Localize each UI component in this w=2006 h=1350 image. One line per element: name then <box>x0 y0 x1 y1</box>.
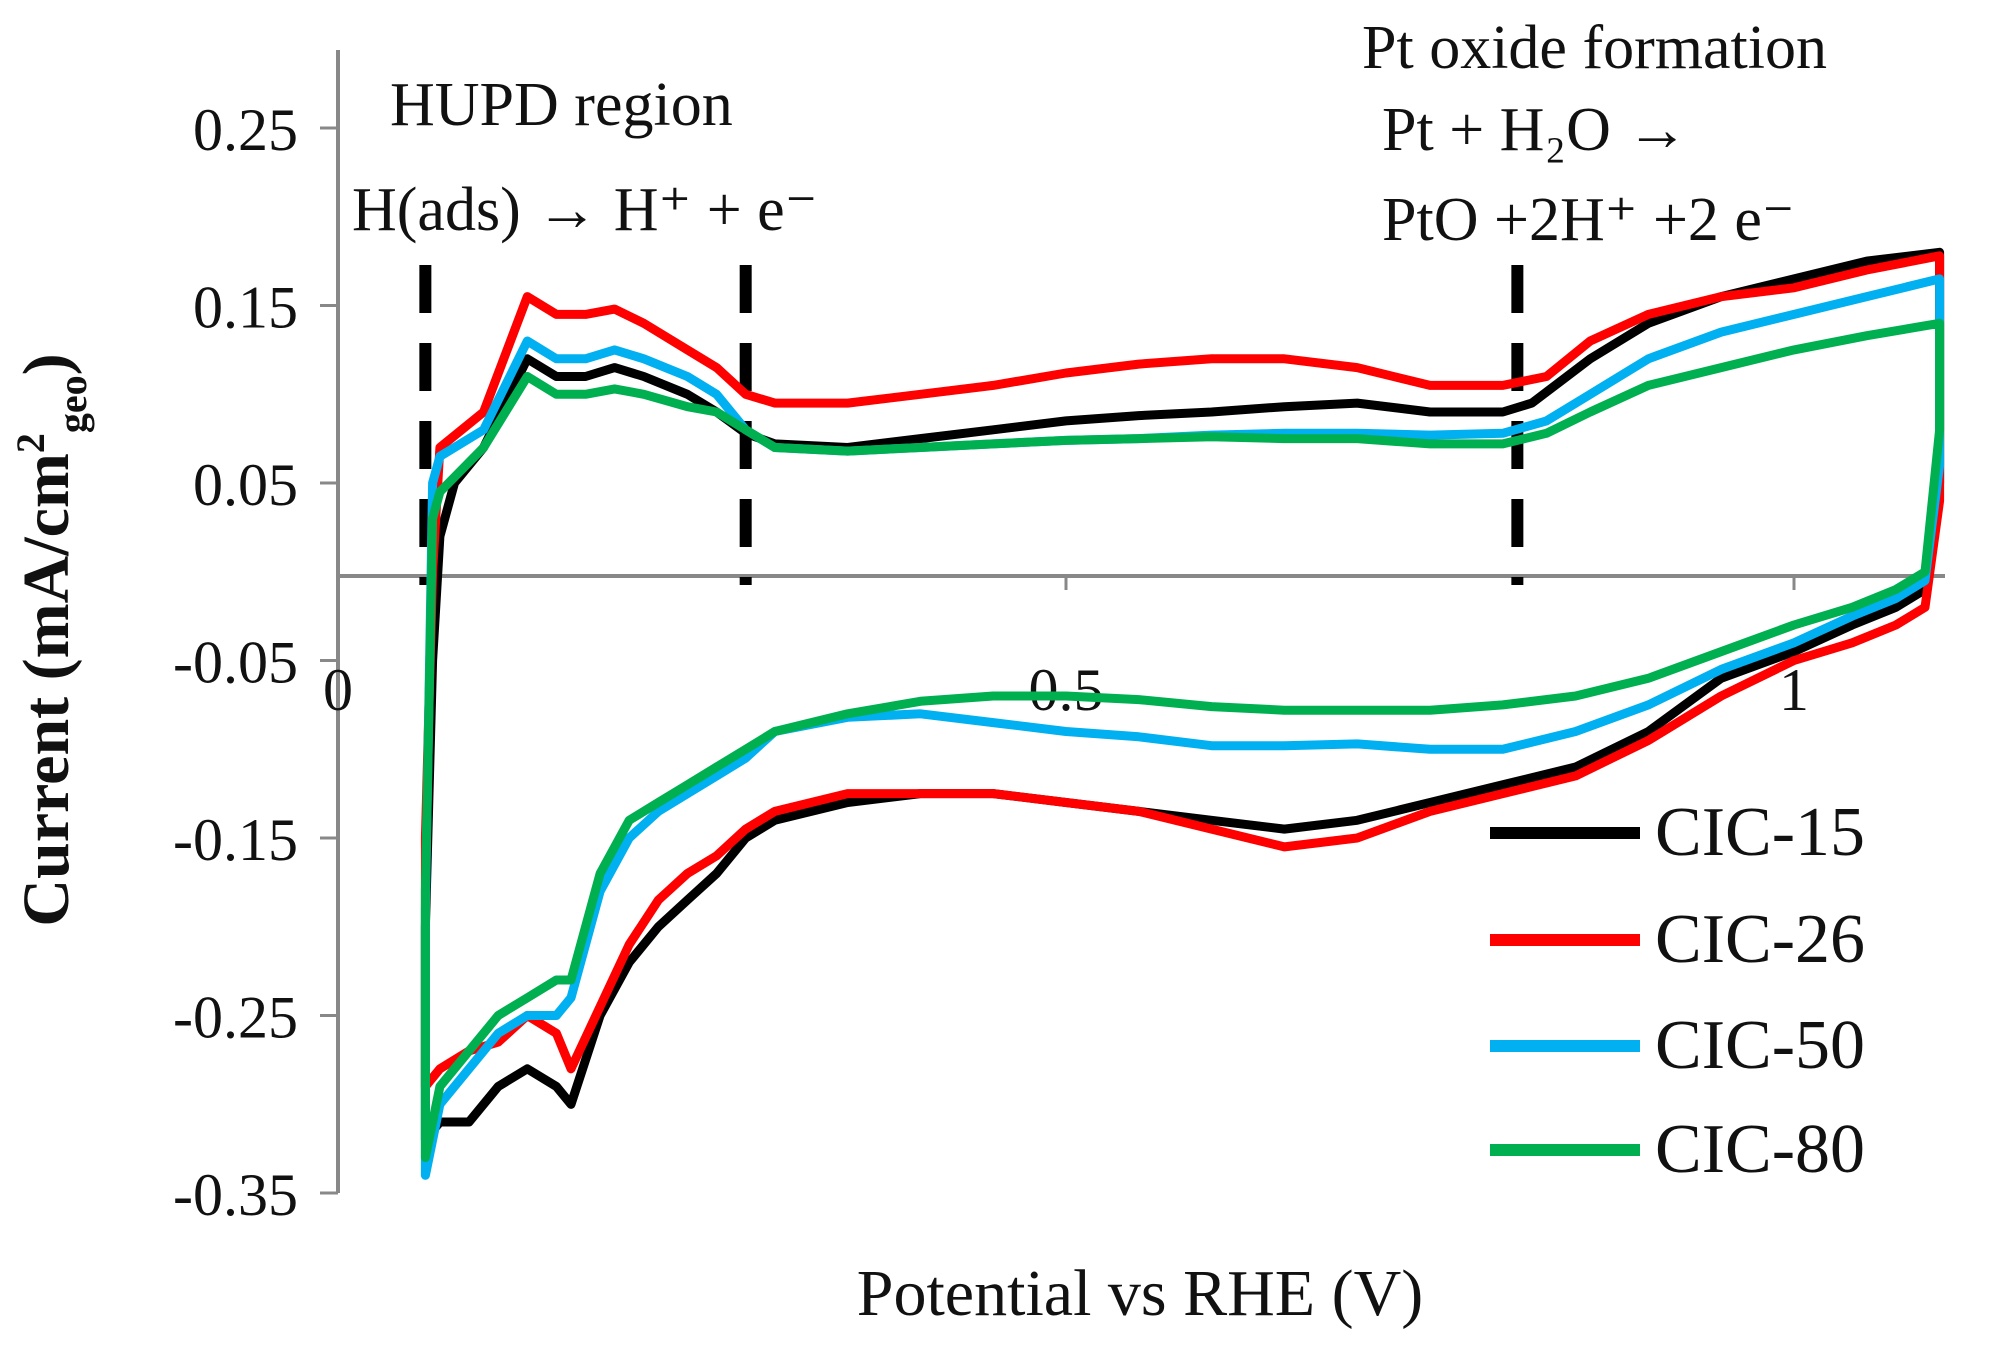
legend-label-cic-80: CIC-80 <box>1655 1111 1865 1188</box>
y-tick-label: 0.25 <box>193 97 298 163</box>
legend-label-cic-15: CIC-15 <box>1655 794 1865 871</box>
y-tick-label: -0.15 <box>173 807 298 873</box>
series-line-cic-80 <box>420 318 1945 1162</box>
y-axis-title-sub: geo <box>50 375 95 433</box>
oxide-title: Pt oxide formation <box>1362 14 1827 82</box>
y-axis-title-close: ) <box>10 353 83 375</box>
x-axis-title: Potential vs RHE (V) <box>857 1257 1423 1330</box>
y-axis-title: Current (mA/cm2geo) <box>8 353 95 926</box>
y-tick-label: 0.15 <box>193 275 298 341</box>
legend: CIC-15 CIC-26 CIC-50 CIC-80 <box>1490 794 1865 1188</box>
y-tick-label: -0.35 <box>173 1162 298 1228</box>
x-tick-label: 0 <box>323 657 353 723</box>
legend-label-cic-50: CIC-50 <box>1655 1007 1865 1084</box>
hupd-reaction: H(ads) → H⁺ + e⁻ <box>352 176 817 244</box>
y-axis-title-main: Current (mA/cm <box>10 453 83 926</box>
y-tick-labels: 0.25 0.15 0.05 -0.05 -0.15 -0.25 -0.35 <box>173 97 338 1228</box>
hupd-title: HUPD region <box>390 71 733 139</box>
x-tick-label: 0.5 <box>1029 657 1104 723</box>
y-tick-label: 0.05 <box>193 452 298 518</box>
legend-label-cic-26: CIC-26 <box>1655 901 1865 978</box>
series-lines <box>420 247 1945 1180</box>
y-tick-label: -0.25 <box>173 985 298 1051</box>
oxide-reaction-line1: Pt + H₂O → <box>1382 96 1688 164</box>
y-tick-label: -0.05 <box>173 630 298 696</box>
y-axis-title-sup: 2 <box>8 433 53 453</box>
oxide-reaction-line2: PtO +2H⁺ +2 e⁻ <box>1382 186 1795 254</box>
